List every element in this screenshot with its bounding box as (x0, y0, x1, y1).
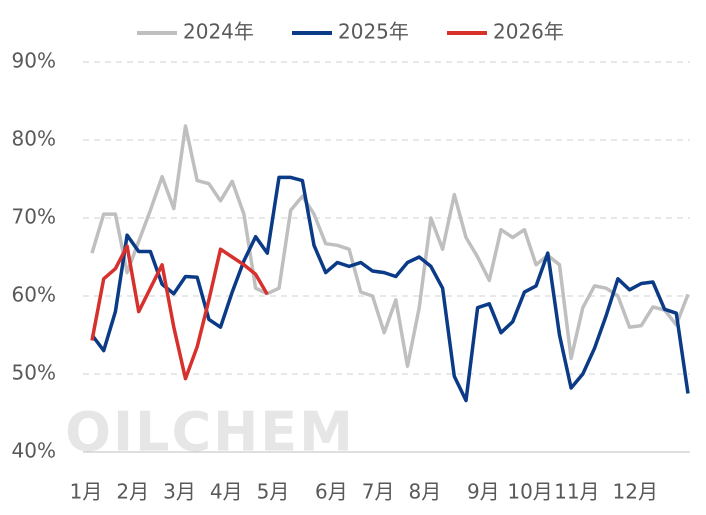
x-tick-label: 2月 (116, 480, 149, 504)
x-tick-label: 11月 (554, 480, 599, 504)
y-tick-label: 40% (12, 439, 56, 463)
series-line (90, 124, 690, 368)
series-line (90, 244, 269, 381)
watermark: OILCHEM (65, 401, 355, 464)
x-tick-label: 4月 (210, 480, 243, 504)
y-tick-label: 70% (12, 205, 56, 229)
x-tick-label: 3月 (163, 480, 196, 504)
x-tick-label: 1月 (70, 480, 103, 504)
legend-label: 2026年 (493, 20, 564, 44)
y-tick-label: 80% (12, 127, 56, 151)
x-tick-label: 9月 (467, 480, 500, 504)
x-tick-label: 6月 (315, 480, 348, 504)
x-tick-label: 10月 (507, 480, 552, 504)
y-tick-label: 60% (12, 283, 56, 307)
legend-label: 2024年 (183, 20, 254, 44)
x-tick-label: 8月 (409, 480, 442, 504)
legend-label: 2025年 (338, 20, 409, 44)
x-tick-label: 7月 (362, 480, 395, 504)
x-tick-label: 12月 (613, 480, 658, 504)
series-line (90, 175, 690, 403)
x-tick-label: 5月 (257, 480, 290, 504)
y-tick-label: 90% (12, 49, 56, 73)
y-tick-label: 50% (12, 361, 56, 385)
